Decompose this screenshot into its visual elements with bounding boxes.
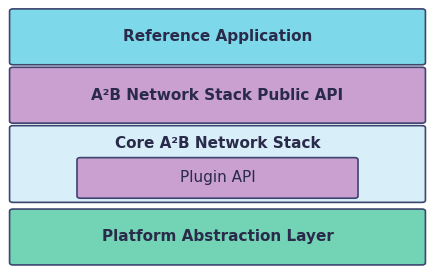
Text: A²B Network Stack Public API: A²B Network Stack Public API [91, 88, 343, 103]
FancyBboxPatch shape [10, 9, 424, 65]
FancyBboxPatch shape [10, 209, 424, 265]
FancyBboxPatch shape [77, 158, 357, 198]
Text: Core A²B Network Stack: Core A²B Network Stack [115, 136, 319, 151]
FancyBboxPatch shape [10, 126, 424, 202]
Text: Plugin API: Plugin API [179, 170, 255, 185]
FancyBboxPatch shape [10, 67, 424, 123]
Text: Reference Application: Reference Application [122, 29, 312, 44]
Text: Platform Abstraction Layer: Platform Abstraction Layer [101, 230, 333, 244]
